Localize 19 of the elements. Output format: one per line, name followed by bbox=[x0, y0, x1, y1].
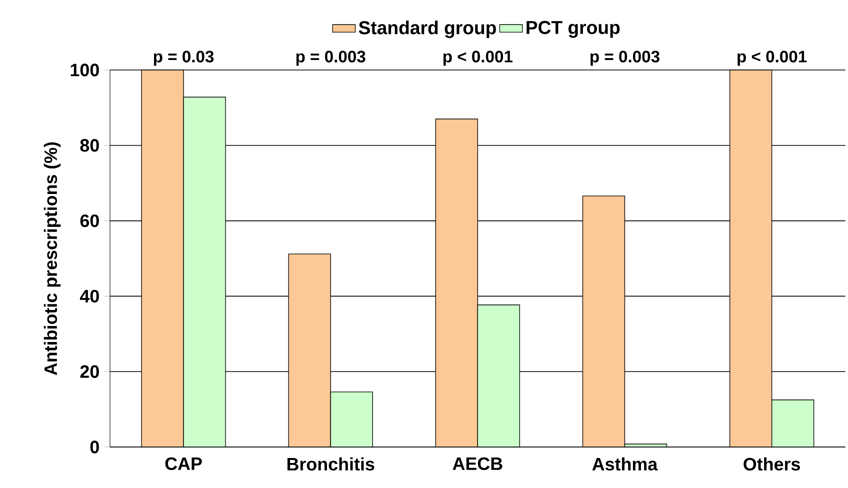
y-tick-label: 0 bbox=[90, 440, 99, 454]
y-tick-label: 40 bbox=[80, 290, 99, 303]
x-tick-label: CAP bbox=[165, 457, 202, 470]
y-axis-title: Antibiotic prescriptions (%) bbox=[44, 142, 61, 376]
x-tick-label: Asthma bbox=[592, 457, 658, 471]
text: p = 0.03 bbox=[154, 50, 214, 66]
x-tick-label: AECB bbox=[452, 457, 502, 470]
text: p < 0.001 bbox=[738, 50, 807, 66]
x-tick-label: Bronchitis bbox=[287, 457, 374, 471]
y-tick-label: 80 bbox=[80, 139, 99, 152]
y-tick-label: 100 bbox=[70, 64, 99, 76]
y-tick-label: 20 bbox=[80, 365, 99, 378]
text: p = 0.003 bbox=[296, 50, 366, 66]
x-tick-label: Others bbox=[744, 457, 800, 471]
legend-label: Standard group bbox=[358, 20, 496, 38]
text: p < 0.001 bbox=[443, 50, 512, 66]
legend-label: PCT group bbox=[526, 20, 620, 38]
text: p = 0.003 bbox=[590, 50, 660, 66]
y-tick-label: 60 bbox=[80, 214, 99, 228]
